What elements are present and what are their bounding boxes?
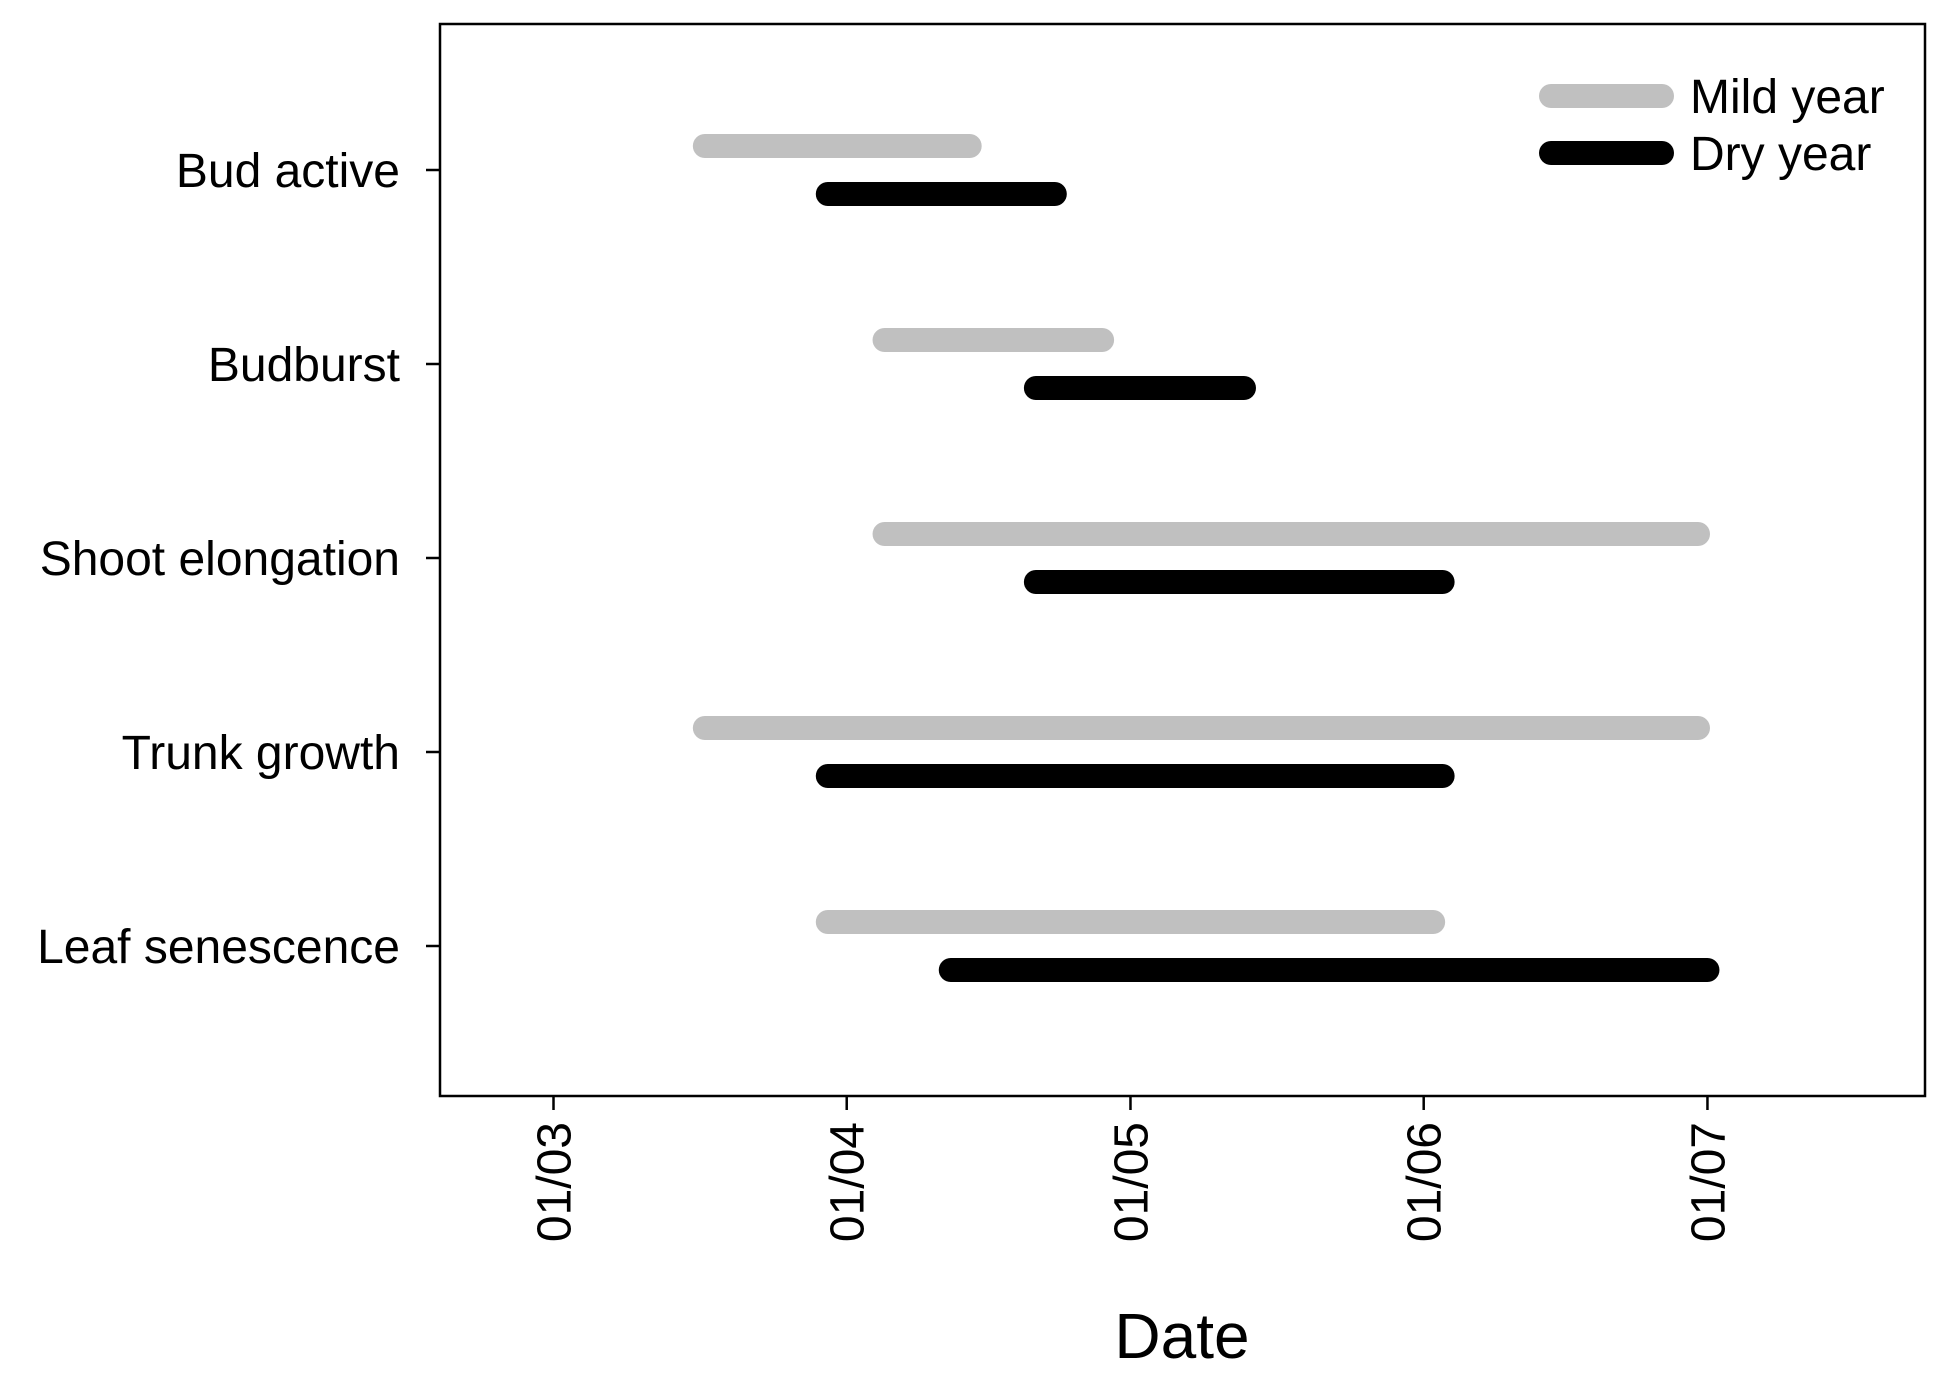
x-axis-title: Date xyxy=(1114,1300,1249,1372)
x-tick-label-01-05: 01/05 xyxy=(1105,1122,1158,1242)
x-tick-label-01-03: 01/03 xyxy=(529,1122,582,1242)
y-tick-label-shoot-elongation: Shoot elongation xyxy=(40,533,400,586)
legend-label-mild-year: Mild year xyxy=(1690,71,1885,124)
y-tick-label-budburst: Budburst xyxy=(208,339,400,392)
x-tick-label-01-06: 01/06 xyxy=(1399,1122,1452,1242)
bars-layer xyxy=(692,134,1720,982)
y-axis: Bud active Budburst Shoot elongation Trunk … xyxy=(37,145,440,974)
plot-frame xyxy=(438,22,1927,1098)
x-tick-label-01-04: 01/04 xyxy=(822,1122,875,1242)
y-tick-label-bud-active: Bud active xyxy=(176,145,400,198)
x-axis: 01/03 01/04 01/05 01/06 01/07 xyxy=(529,1096,1735,1242)
x-tick-label-01-07: 01/07 xyxy=(1682,1122,1735,1242)
y-tick-label-leaf-senescence: Leaf senescence xyxy=(37,921,400,974)
legend-label-dry-year: Dry year xyxy=(1690,128,1871,181)
y-tick-label-trunk-growth: Trunk growth xyxy=(122,727,400,780)
